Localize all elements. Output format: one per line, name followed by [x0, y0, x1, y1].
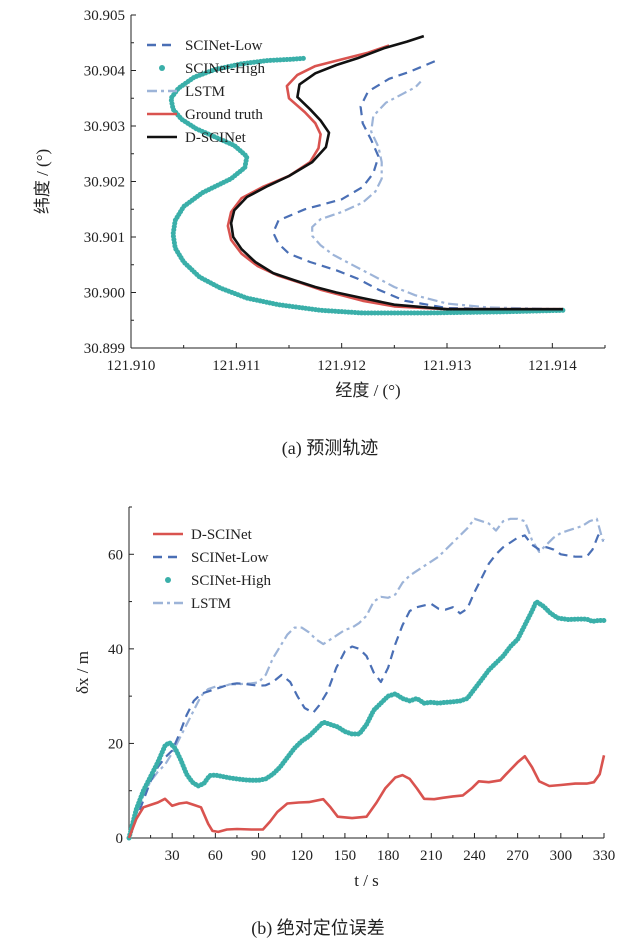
x-tick-label: 210 [420, 848, 443, 864]
series-lstm [129, 519, 604, 838]
chart-panel-1: 0 20 40 60 30 60 90 120 150 180 210 240 270 300 330 t /… [73, 507, 615, 939]
y-tick-label: 30.902 [84, 175, 125, 191]
legend-label-lstm: LSTM [191, 596, 231, 612]
legend-label-scinet-low: SCINet-Low [185, 38, 263, 54]
x-tick-label: 240 [463, 848, 486, 864]
y-tick-label: 30.904 [84, 64, 126, 80]
y-tick-label: 60 [108, 547, 123, 563]
x-tick-label: 121.912 [317, 358, 366, 374]
figure-caption: (b) 绝对定位误差 [251, 918, 385, 939]
y-axis-label: 纬度 / (°) [33, 149, 52, 214]
x-tick-label: 90 [251, 848, 266, 864]
x-tick-label: 121.911 [212, 358, 260, 374]
x-tick-label: 30 [165, 848, 180, 864]
y-tick-label: 20 [108, 736, 123, 752]
y-tick-label: 30.903 [84, 119, 125, 135]
legend-label-lstm: LSTM [185, 84, 225, 100]
y-tick-label: 0 [116, 831, 124, 847]
chart-panel-0: 30.899 30.900 30.901 30.902 30.903 30.904 30.9… [33, 8, 605, 459]
legend-label-ground-truth: Ground truth [185, 107, 263, 123]
legend-label-scinet-low: SCINet-Low [191, 550, 269, 566]
series-scinet-high [171, 58, 563, 313]
x-tick-label: 121.910 [107, 358, 156, 374]
legend-swatch-scinet-high [165, 577, 171, 583]
x-tick-label: 60 [208, 848, 223, 864]
series-ground-truth [228, 46, 563, 310]
x-tick-label: 121.913 [423, 358, 472, 374]
x-tick-label: 150 [334, 848, 357, 864]
series-lstm [312, 82, 563, 310]
y-axis-label: δx / m [73, 651, 92, 694]
x-tick-label: 300 [550, 848, 573, 864]
y-tick-label: 30.901 [84, 230, 125, 246]
series-scinet-low [273, 61, 563, 310]
x-tick-label: 270 [506, 848, 529, 864]
y-tick-label: 40 [108, 642, 123, 658]
y-tick-label: 30.900 [84, 286, 125, 302]
legend-label-scinet-high: SCINet-High [185, 61, 265, 77]
series-scinet-high [129, 602, 604, 838]
x-tick-label: 120 [290, 848, 313, 864]
x-axis-label: 经度 / (°) [335, 381, 400, 400]
series-scinet-high-core [171, 58, 563, 313]
series-d-scinet [129, 755, 604, 838]
y-tick-label: 30.899 [84, 341, 125, 357]
y-tick-label: 30.905 [84, 8, 125, 24]
legend-swatch-scinet-high [159, 65, 165, 71]
x-tick-label: 121.914 [528, 358, 577, 374]
x-tick-label: 180 [377, 848, 400, 864]
x-axis-label: t / s [354, 871, 379, 890]
legend-label-scinet-high: SCINet-High [191, 573, 271, 589]
x-tick-label: 330 [593, 848, 616, 864]
legend-label-d-scinet: D-SCINet [185, 130, 247, 146]
figure: 30.899 30.900 30.901 30.902 30.903 30.904 30.9… [0, 0, 631, 944]
legend-label-d-scinet: D-SCINet [191, 527, 253, 543]
figure-caption: (a) 预测轨迹 [282, 438, 378, 459]
series-d-scinet [231, 36, 563, 309]
